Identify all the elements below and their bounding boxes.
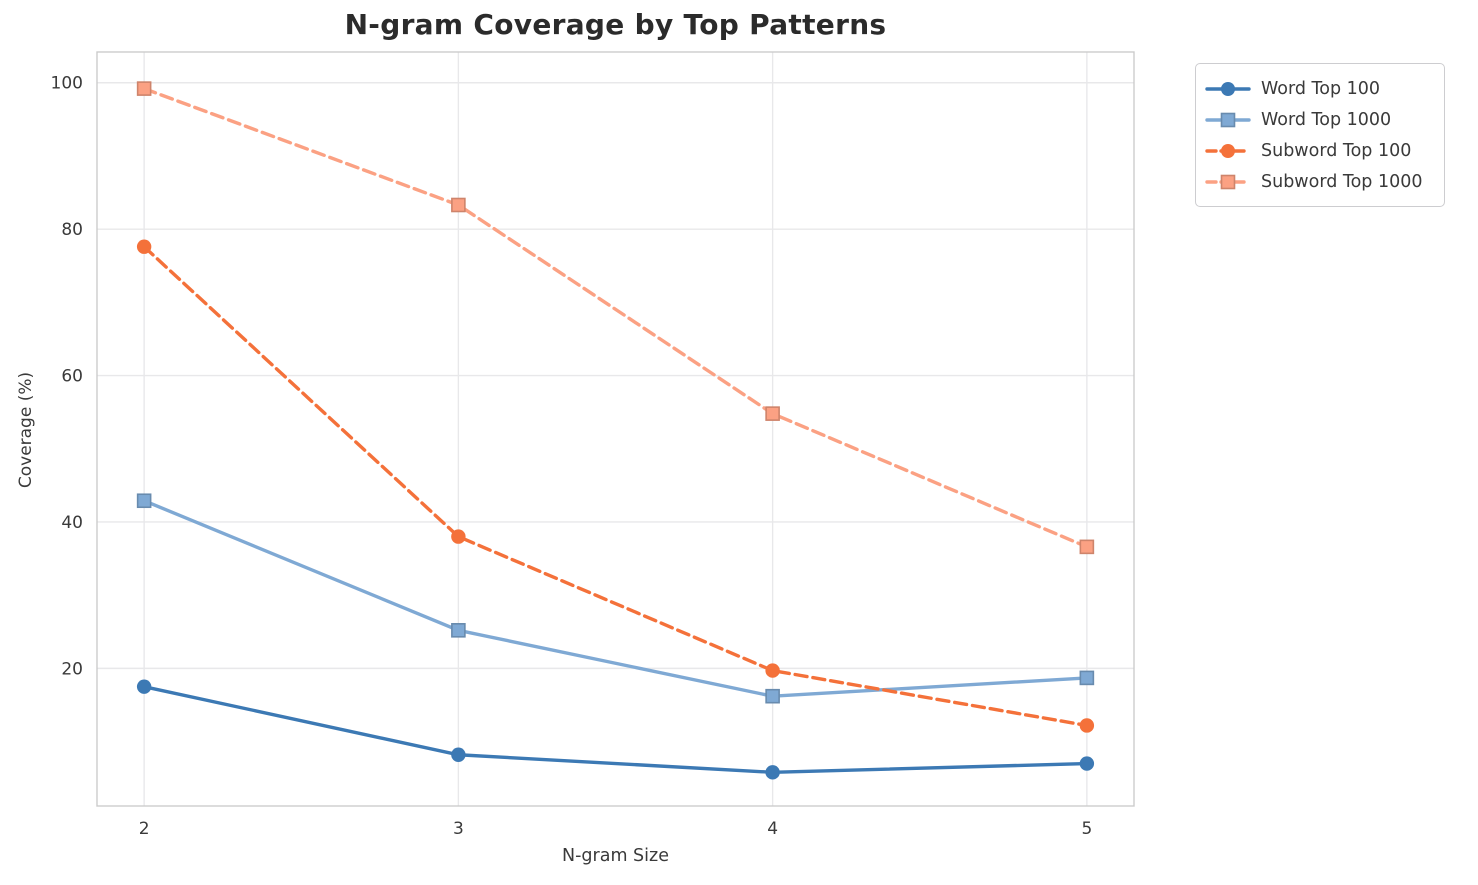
legend-swatch-subword-top-100 bbox=[1205, 143, 1251, 158]
legend-circle-marker-icon bbox=[1221, 81, 1235, 96]
legend-item-word-top-1000: Word Top 1000 bbox=[1204, 104, 1432, 135]
legend-label: Subword Top 100 bbox=[1261, 140, 1412, 161]
legend-label: Word Top 1000 bbox=[1261, 109, 1392, 130]
legend-item-subword-top-1000: Subword Top 1000 bbox=[1204, 166, 1432, 197]
marker-word-top-100 bbox=[136, 679, 152, 694]
marker-subword-top-1000 bbox=[1079, 539, 1095, 555]
legend-square-marker-icon bbox=[1220, 112, 1236, 127]
marker-subword-top-100 bbox=[451, 529, 466, 544]
x-tick-label: 4 bbox=[767, 819, 778, 839]
marker-word-top-100 bbox=[451, 747, 466, 762]
marker-word-top-1000 bbox=[136, 493, 152, 509]
legend-label: Subword Top 1000 bbox=[1261, 171, 1423, 192]
series-line-subword-top-1000 bbox=[142, 86, 1089, 549]
marker-word-top-1000 bbox=[451, 623, 466, 638]
legend-swatch-subword-top-1000 bbox=[1205, 174, 1251, 189]
y-tick-label: 80 bbox=[61, 220, 83, 240]
marker-subword-top-1000 bbox=[451, 197, 466, 213]
marker-subword-top-1000 bbox=[136, 81, 152, 96]
marker-word-top-100 bbox=[1079, 756, 1095, 771]
marker-subword-top-100 bbox=[1079, 718, 1095, 733]
x-tick-label: 3 bbox=[453, 819, 464, 839]
chart-title: N-gram Coverage by Top Patterns bbox=[344, 8, 887, 41]
y-tick-label: 40 bbox=[61, 513, 83, 533]
axes-spines bbox=[96, 51, 1135, 807]
marker-word-top-1000 bbox=[765, 688, 780, 704]
legend: Word Top 100 Word Top 1000 Subword Top 1… bbox=[1195, 63, 1445, 207]
x-axis-label: N-gram Size bbox=[562, 846, 669, 866]
legend-swatch-word-top-100 bbox=[1205, 81, 1251, 96]
x-tick-label: 2 bbox=[139, 819, 150, 839]
marker-word-top-100 bbox=[765, 765, 780, 780]
y-tick-label: 20 bbox=[61, 659, 83, 679]
legend-label: Word Top 100 bbox=[1261, 78, 1381, 99]
legend-swatch-word-top-1000 bbox=[1205, 112, 1251, 127]
marker-subword-top-100 bbox=[136, 239, 152, 254]
series-line-subword-top-100 bbox=[142, 245, 1089, 728]
series-line-word-top-100 bbox=[142, 684, 1089, 775]
marker-word-top-1000 bbox=[1079, 670, 1095, 686]
y-tick-label: 100 bbox=[51, 74, 83, 94]
legend-square-marker-icon bbox=[1220, 174, 1236, 189]
legend-item-word-top-100: Word Top 100 bbox=[1204, 73, 1432, 104]
x-tick-label: 5 bbox=[1081, 819, 1092, 839]
legend-item-subword-top-100: Subword Top 100 bbox=[1204, 135, 1432, 166]
marker-subword-top-1000 bbox=[765, 406, 780, 421]
series-line-word-top-1000 bbox=[142, 499, 1089, 698]
legend-circle-marker-icon bbox=[1221, 143, 1235, 158]
marker-subword-top-100 bbox=[765, 663, 780, 678]
y-axis-label: Coverage (%) bbox=[16, 371, 36, 489]
y-tick-label: 60 bbox=[61, 367, 83, 387]
